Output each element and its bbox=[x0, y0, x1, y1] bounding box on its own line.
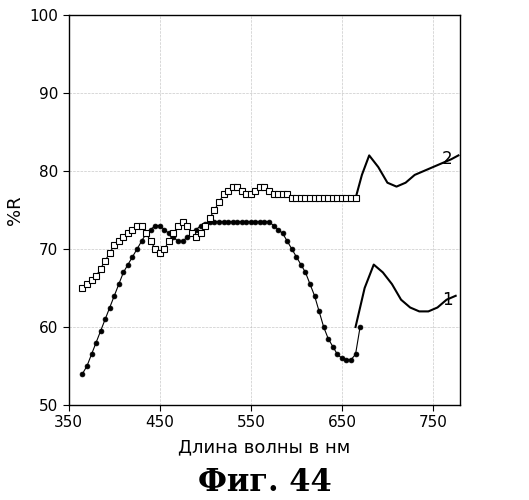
Text: 1: 1 bbox=[442, 290, 453, 308]
Text: 2: 2 bbox=[442, 150, 453, 168]
Y-axis label: %R: %R bbox=[6, 195, 24, 225]
Text: Фиг. 44: Фиг. 44 bbox=[198, 467, 331, 498]
X-axis label: Длина волны в нм: Длина волны в нм bbox=[178, 439, 351, 457]
